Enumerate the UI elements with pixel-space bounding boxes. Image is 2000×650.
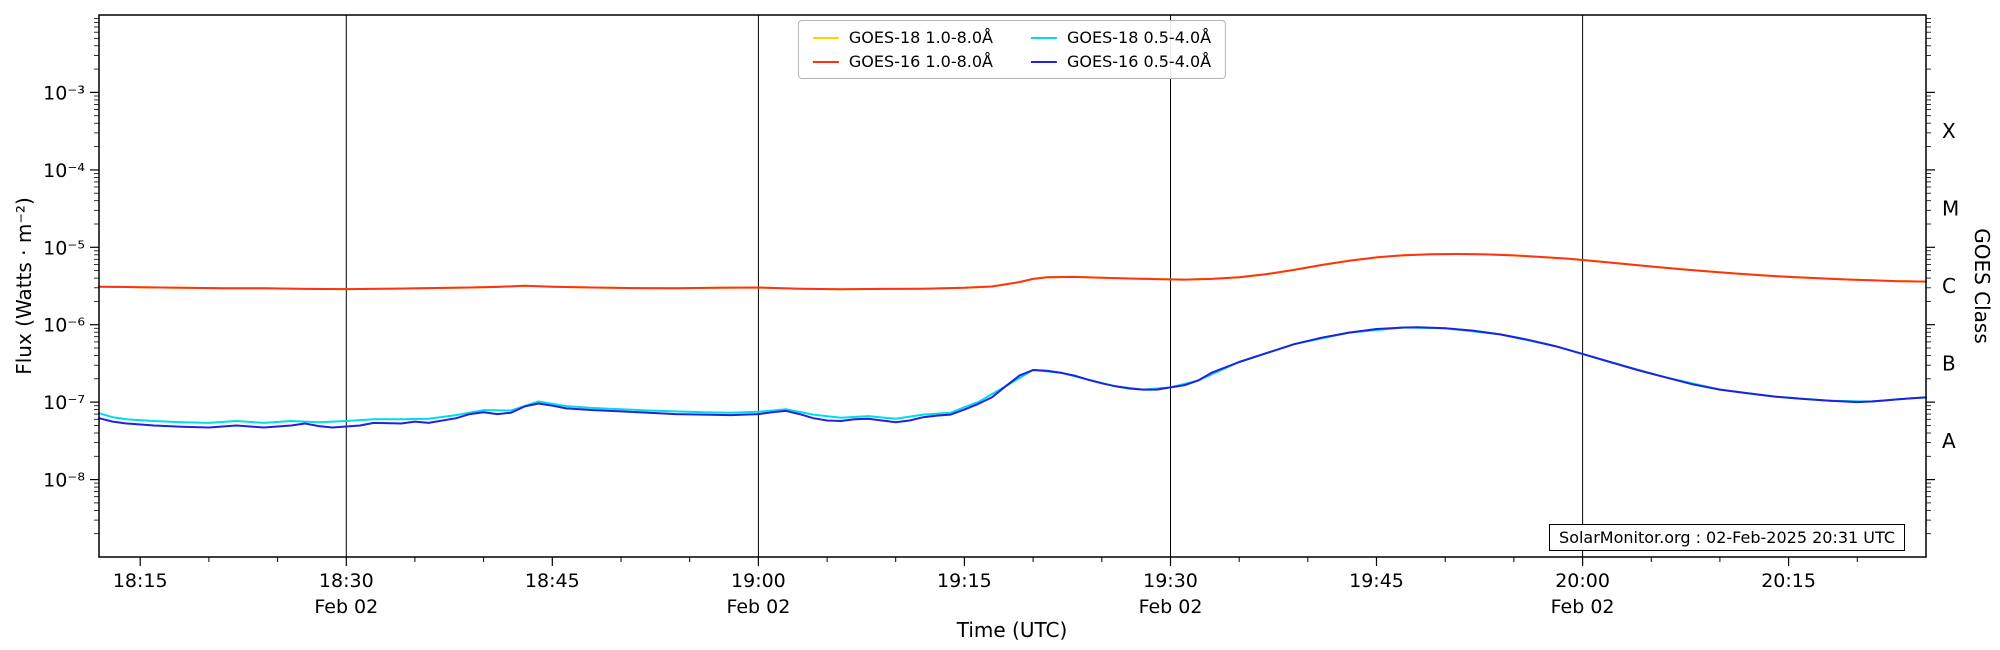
y-tick-label: 10⁻⁷ <box>43 392 85 414</box>
legend-item-goes18-short: GOES-18 0.5-4.0Å <box>1031 28 1211 47</box>
x-tick-label: 20:15 <box>1761 570 1816 592</box>
x-tick-label: 18:45 <box>525 570 580 592</box>
goes-class-label-X: X <box>1942 119 1956 143</box>
legend-swatch <box>1031 60 1057 63</box>
goes-class-label-B: B <box>1942 351 1956 375</box>
plot-frame <box>98 14 1927 558</box>
series-line-goes16-short <box>98 326 1927 429</box>
y-tick-label: 10⁻⁵ <box>43 237 85 259</box>
legend-swatch <box>1031 36 1057 39</box>
x-tick-label: 19:00 <box>731 570 786 592</box>
x-axis-title: Time (UTC) <box>956 618 1068 642</box>
series-line-goes16-long <box>98 253 1927 291</box>
x-tick-label: 19:15 <box>937 570 992 592</box>
goes-class-label-C: C <box>1942 274 1956 298</box>
legend-item-goes16-long: GOES-16 1.0-8.0Å <box>812 52 993 71</box>
legend-swatch <box>812 60 839 63</box>
x-day-label: Feb 02 <box>1139 596 1203 618</box>
x-tick-label: 18:30 <box>319 570 374 592</box>
x-day-label: Feb 02 <box>726 596 790 618</box>
y-tick-label: 10⁻³ <box>43 82 85 104</box>
x-tick-label: 19:30 <box>1143 570 1198 592</box>
legend-label: GOES-18 1.0-8.0Å <box>848 28 993 47</box>
y-axis-title: Flux (Watts · m⁻²) <box>12 197 36 375</box>
x-tick-label: 18:15 <box>113 570 168 592</box>
legend-swatch <box>812 36 839 39</box>
legend-label: GOES-18 0.5-4.0Å <box>1067 28 1212 47</box>
goes-class-label-M: M <box>1942 197 1959 221</box>
source-annotation: SolarMonitor.org : 02-Feb-2025 20:31 UTC <box>1549 524 1905 551</box>
x-day-label: Feb 02 <box>1551 596 1615 618</box>
legend-label: GOES-16 1.0-8.0Å <box>848 52 993 71</box>
x-day-label: Feb 02 <box>314 596 378 618</box>
x-tick-label: 20:00 <box>1555 570 1610 592</box>
y-tick-label: 10⁻⁸ <box>43 470 85 492</box>
y-tick-label: 10⁻⁶ <box>43 315 85 337</box>
y-tick-label: 10⁻⁴ <box>43 160 85 182</box>
x-tick-label: 19:45 <box>1349 570 1404 592</box>
right-axis-title: GOES Class <box>1970 228 1994 344</box>
plot-background <box>99 15 1926 557</box>
goes-class-label-A: A <box>1942 429 1956 453</box>
legend-item-goes18-long: GOES-18 1.0-8.0Å <box>812 28 993 47</box>
legend-label: GOES-16 0.5-4.0Å <box>1067 52 1212 71</box>
legend-item-goes16-short: GOES-16 0.5-4.0Å <box>1031 52 1211 71</box>
legend: GOES-18 1.0-8.0Å GOES-16 1.0-8.0Å GOES-1… <box>797 20 1227 79</box>
